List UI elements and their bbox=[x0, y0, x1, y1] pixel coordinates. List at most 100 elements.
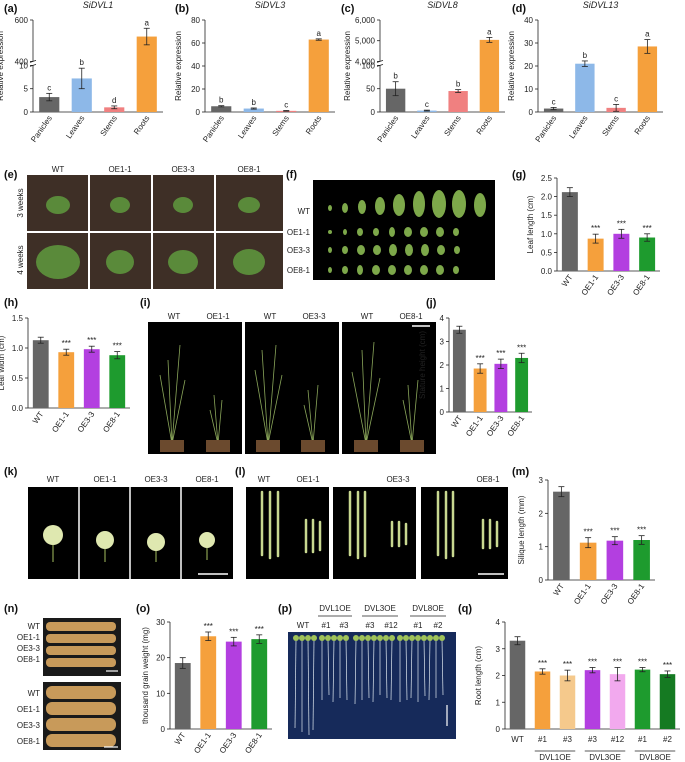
photo-k-label-oe1-1: OE1-1 bbox=[93, 475, 117, 484]
root-line-15 bbox=[390, 639, 393, 701]
significance-stars-o-1: *** bbox=[204, 622, 213, 631]
chart-d: 0 10 20 30 40 Relative expression SiDVL13 c Pani… bbox=[507, 0, 663, 144]
root-line-18 bbox=[410, 639, 413, 699]
photo-e-row-4weeks: 4 weeks bbox=[16, 245, 25, 274]
y-axis-label-q: Root length (cm) bbox=[474, 646, 483, 705]
y-tick-label-upper-c-2: 6,000 bbox=[355, 16, 376, 25]
bar-q-4 bbox=[609, 674, 626, 729]
y-tick-label-g-4: 2.0 bbox=[541, 193, 553, 202]
seedling-leaf-0 bbox=[293, 635, 299, 641]
x-tick-label-h-2: OE3-3 bbox=[76, 410, 97, 435]
significance-letter-b-0: b bbox=[219, 96, 224, 105]
photo-n-row-oe3-3-2: OE3-3 bbox=[17, 721, 41, 730]
y-tick-label-m-3: 3 bbox=[539, 476, 544, 485]
bar-d-1 bbox=[575, 63, 595, 112]
x-tick-label-b-2: Stems bbox=[271, 114, 291, 138]
y-tick-label-h-1: 0.5 bbox=[12, 374, 24, 383]
photo-n-row-wt-2: WT bbox=[28, 689, 41, 698]
x-tick-label-o-1: OE1-1 bbox=[192, 731, 213, 756]
x-tick-label-b-0: Panicles bbox=[201, 114, 226, 144]
bar-a-0 bbox=[39, 97, 60, 112]
y-tick-label-j-2: 2 bbox=[440, 361, 445, 370]
panel-label-n: (n) bbox=[4, 603, 18, 615]
y-tick-label-g-0: 0.0 bbox=[541, 267, 553, 276]
y-tick-label-d-0: 0 bbox=[529, 108, 534, 117]
significance-letter-b-1: b bbox=[252, 98, 257, 107]
significance-stars-q-4: *** bbox=[613, 657, 622, 666]
photo-l-label-wt: WT bbox=[258, 475, 271, 484]
bar-b-0 bbox=[211, 106, 232, 112]
y-axis-label-c: Relative expression bbox=[343, 31, 352, 101]
significance-stars-o-3: *** bbox=[255, 625, 264, 634]
seedling-leaf-22 bbox=[433, 635, 439, 641]
root-line-9 bbox=[354, 639, 357, 705]
significance-letter-d-0: c bbox=[552, 97, 556, 106]
y-tick-label-lower-c-0: 0 bbox=[371, 108, 376, 117]
x-tick-label-b-1: Leaves bbox=[236, 114, 258, 140]
bar-d-0 bbox=[543, 108, 564, 112]
photo-n-row-oe1-1: OE1-1 bbox=[17, 633, 41, 642]
panel-label-k: (k) bbox=[4, 466, 18, 478]
y-tick-label-h-3: 1.5 bbox=[12, 314, 24, 323]
bar-g-3 bbox=[639, 237, 656, 271]
significance-letter-d-2: c bbox=[614, 94, 618, 103]
y-tick-label-m-1: 1 bbox=[539, 543, 544, 552]
photo-k-label-oe8-1: OE8-1 bbox=[195, 475, 219, 484]
y-tick-label-m-2: 2 bbox=[539, 509, 544, 518]
y-tick-label-upper-c-1: 5,000 bbox=[355, 37, 376, 46]
y-axis-label-j: Stature height (cm) bbox=[418, 331, 427, 399]
photo-panel-k: WT OE1-1 OE3-3 OE8-1 bbox=[28, 475, 233, 579]
chart-g: 0.0 0.5 1.0 1.5 2.0 2.5 Leaf length (cm) WT *** O… bbox=[526, 174, 660, 297]
y-tick-label-b-4: 80 bbox=[191, 16, 200, 25]
y-tick-label-lower-a-0: 0 bbox=[24, 108, 29, 117]
bar-g-1 bbox=[587, 238, 604, 271]
root-line-5 bbox=[327, 639, 330, 696]
y-tick-label-m-0: 0 bbox=[539, 576, 544, 585]
panel-label-f: (f) bbox=[286, 169, 297, 181]
y-tick-label-j-0: 0 bbox=[440, 408, 445, 417]
photo-i-label-wt-2: WT bbox=[264, 312, 277, 321]
chart-title-a: SiDVL1 bbox=[83, 0, 114, 10]
y-tick-label-upper-a-0: 400 bbox=[15, 57, 29, 66]
seedling-leaf-23 bbox=[439, 635, 445, 641]
y-tick-label-q-1: 1 bbox=[496, 698, 501, 707]
bar-j-2 bbox=[494, 363, 508, 412]
root-line-21 bbox=[428, 639, 431, 701]
chart-b: 0 20 40 60 80 Relative expression SiDVL3 b Panic… bbox=[174, 0, 335, 144]
x-tick-label-j-0: WT bbox=[450, 414, 465, 429]
panel-label-m: (m) bbox=[512, 466, 529, 478]
photo-k-label-oe3-3: OE3-3 bbox=[144, 475, 168, 484]
y-tick-label-o-3: 30 bbox=[156, 618, 165, 627]
significance-letter-a-0: c bbox=[47, 83, 51, 92]
y-tick-label-g-2: 1.0 bbox=[541, 230, 553, 239]
bar-a-2 bbox=[104, 107, 125, 112]
x-tick-label-g-3: OE8-1 bbox=[631, 273, 652, 298]
bar-q-0 bbox=[509, 640, 526, 729]
photo-i-label-oe3-3: OE3-3 bbox=[302, 312, 326, 321]
y-tick-label-j-1: 1 bbox=[440, 385, 445, 394]
significance-letter-b-3: a bbox=[317, 29, 322, 38]
y-tick-label-o-2: 20 bbox=[156, 654, 165, 663]
photo-p-sub-wt: WT bbox=[297, 621, 310, 630]
x-tick-label-c-0: Panicles bbox=[376, 114, 401, 144]
seedling-leaf-4 bbox=[319, 635, 325, 641]
bar-j-0 bbox=[452, 329, 466, 412]
photo-l-label-oe8-1: OE8-1 bbox=[476, 475, 500, 484]
significance-stars-g-1: *** bbox=[591, 224, 600, 233]
photo-k-label-wt: WT bbox=[47, 475, 60, 484]
root-line-11 bbox=[367, 639, 370, 699]
significance-stars-m-2: *** bbox=[610, 527, 619, 536]
seedling-leaf-16 bbox=[397, 635, 403, 641]
photo-p-sub-1b: #1 bbox=[414, 621, 423, 630]
bar-q-2 bbox=[559, 675, 576, 729]
seedling-leaf-3 bbox=[311, 635, 317, 641]
bar-b-1 bbox=[243, 108, 264, 112]
significance-stars-h-3: *** bbox=[113, 342, 122, 351]
significance-stars-q-2: *** bbox=[563, 660, 572, 669]
bar-o-0 bbox=[174, 663, 191, 729]
panel-label-i: (i) bbox=[140, 297, 151, 309]
x-tick-label-a-0: Panicles bbox=[29, 114, 54, 144]
x-tick-label-q-1: #1 bbox=[538, 735, 547, 744]
significance-letter-a-1: b bbox=[80, 58, 85, 67]
